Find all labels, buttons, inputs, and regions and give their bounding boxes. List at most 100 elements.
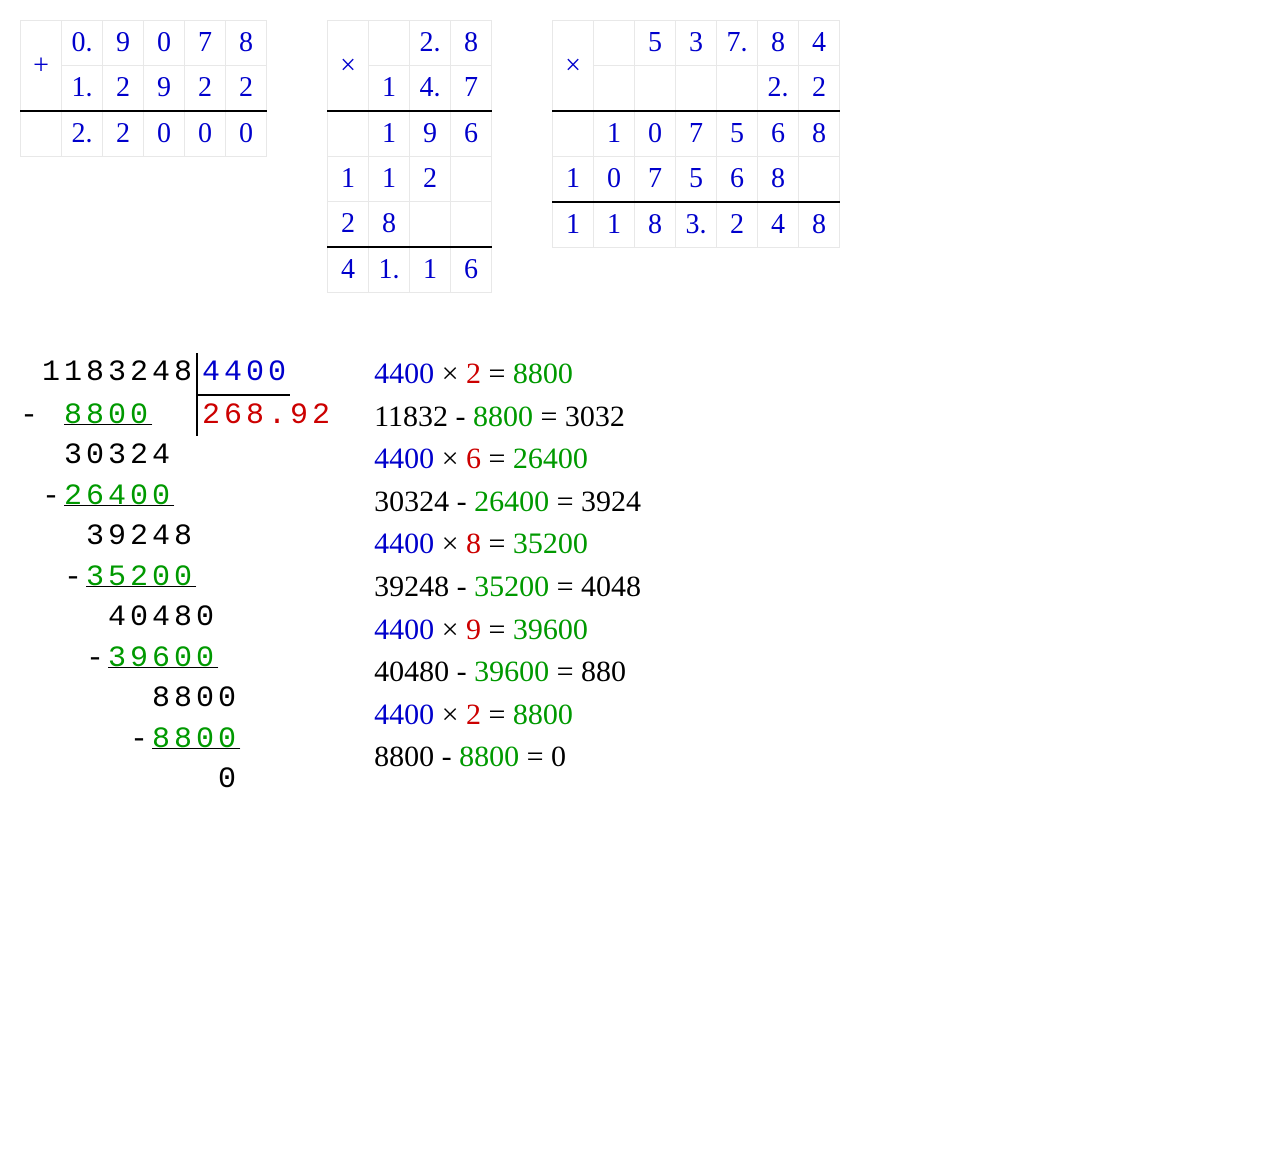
digit-cell: 5 bbox=[676, 157, 717, 203]
step-segment: 6 bbox=[466, 442, 481, 475]
digit-cell: 0 bbox=[144, 111, 185, 157]
longdiv-value: 0 bbox=[218, 763, 240, 797]
longdiv-line: 0 bbox=[20, 760, 334, 801]
step-segment: 39600 bbox=[513, 613, 588, 646]
step-segment: × bbox=[434, 698, 466, 731]
divisor: 4400 bbox=[196, 353, 290, 396]
longdiv-line: 8800 bbox=[20, 679, 334, 720]
longdiv-value: 26400 bbox=[64, 480, 174, 514]
digit-cell: 0 bbox=[226, 111, 267, 157]
digit-cell: 5 bbox=[635, 21, 676, 66]
step-segment: = 880 bbox=[549, 655, 626, 688]
digit-cell: 8 bbox=[799, 111, 840, 157]
step-segment: × bbox=[434, 613, 466, 646]
bottom-row: 11832484400- 8800 268.92 30324 -26400 39… bbox=[20, 353, 1248, 801]
longdiv-value: 39248 bbox=[86, 520, 196, 554]
step-segment: 4400 bbox=[374, 698, 434, 731]
step-segment: = bbox=[481, 527, 513, 560]
step-segment: 8800 bbox=[473, 400, 533, 433]
longdiv-line: 39248 bbox=[20, 517, 334, 558]
step-line: 11832 - 8800 = 3032 bbox=[374, 396, 641, 439]
digit-cell: 2. bbox=[410, 21, 451, 66]
step-line: 4400 × 2 = 8800 bbox=[374, 694, 641, 737]
digit-cell: 2 bbox=[226, 66, 267, 112]
digit-cell: 8 bbox=[369, 202, 410, 248]
digit-cell: 9 bbox=[144, 66, 185, 112]
step-segment: 39248 - bbox=[374, 570, 474, 603]
digit-cell bbox=[717, 66, 758, 112]
longdiv-line: -39600 bbox=[20, 639, 334, 680]
digit-cell: 4 bbox=[328, 247, 369, 293]
step-segment: = 3032 bbox=[533, 400, 625, 433]
digit-cell: 0. bbox=[62, 21, 103, 66]
longdiv-line: 40480 bbox=[20, 598, 334, 639]
digit-cell: 8 bbox=[635, 202, 676, 248]
step-line: 4400 × 2 = 8800 bbox=[374, 353, 641, 396]
digit-cell: 6 bbox=[758, 111, 799, 157]
digit-cell: 1. bbox=[62, 66, 103, 112]
longdiv-value: 8800 bbox=[152, 723, 240, 757]
digit-cell: 1 bbox=[410, 247, 451, 293]
step-line: 4400 × 6 = 26400 bbox=[374, 438, 641, 481]
multiplication-table-1: ×2.814.71961122841.16 bbox=[327, 20, 492, 293]
division-steps: 4400 × 2 = 880011832 - 8800 = 30324400 ×… bbox=[374, 353, 641, 801]
step-segment: × bbox=[434, 442, 466, 475]
digit-cell: 6 bbox=[451, 111, 492, 157]
digit-cell: 2 bbox=[717, 202, 758, 248]
step-line: 40480 - 39600 = 880 bbox=[374, 651, 641, 694]
step-line: 4400 × 9 = 39600 bbox=[374, 609, 641, 652]
step-segment: 26400 bbox=[513, 442, 588, 475]
step-segment: = bbox=[481, 698, 513, 731]
longdiv-value: 30324 bbox=[64, 439, 174, 473]
digit-cell: 8 bbox=[226, 21, 267, 66]
operator-cell: × bbox=[328, 21, 369, 112]
digit-cell: 1 bbox=[369, 111, 410, 157]
step-line: 4400 × 8 = 35200 bbox=[374, 523, 641, 566]
step-segment: 4400 bbox=[374, 527, 434, 560]
digit-cell: 0 bbox=[185, 111, 226, 157]
digit-cell bbox=[635, 66, 676, 112]
step-line: 8800 - 8800 = 0 bbox=[374, 736, 641, 779]
digit-cell: 0 bbox=[594, 157, 635, 203]
digit-cell: 4. bbox=[410, 66, 451, 112]
digit-cell bbox=[451, 157, 492, 202]
step-segment: 8800 bbox=[513, 698, 573, 731]
digit-cell: 2 bbox=[410, 157, 451, 202]
step-segment: 4400 bbox=[374, 357, 434, 390]
longdiv-value: 40480 bbox=[108, 601, 218, 635]
step-segment: 9 bbox=[466, 613, 481, 646]
digit-cell: 0 bbox=[635, 111, 676, 157]
step-segment: 8800 bbox=[459, 740, 519, 773]
digit-cell: 1 bbox=[594, 202, 635, 248]
digit-cell: 8 bbox=[799, 202, 840, 248]
longdiv-line: -26400 bbox=[20, 477, 334, 518]
digit-cell: 1 bbox=[369, 157, 410, 202]
step-segment: 26400 bbox=[474, 485, 549, 518]
digit-cell: 2. bbox=[62, 111, 103, 157]
step-segment: = 4048 bbox=[549, 570, 641, 603]
step-segment: 8800 - bbox=[374, 740, 459, 773]
digit-cell bbox=[799, 157, 840, 203]
digit-cell: 8 bbox=[758, 157, 799, 203]
step-segment: 8800 bbox=[513, 357, 573, 390]
step-segment: 2 bbox=[466, 698, 481, 731]
step-segment: 39600 bbox=[474, 655, 549, 688]
digit-cell: 1. bbox=[369, 247, 410, 293]
step-segment: = bbox=[481, 357, 513, 390]
digit-cell: 7 bbox=[635, 157, 676, 203]
longdiv-value: 35200 bbox=[86, 561, 196, 595]
digit-cell bbox=[594, 21, 635, 66]
digit-cell: 7. bbox=[717, 21, 758, 66]
quotient: 268.92 bbox=[196, 396, 334, 437]
step-segment: 35200 bbox=[474, 570, 549, 603]
digit-cell: 6 bbox=[717, 157, 758, 203]
step-segment: = 0 bbox=[519, 740, 566, 773]
step-segment: 4400 bbox=[374, 613, 434, 646]
digit-cell: 9 bbox=[103, 21, 144, 66]
digit-cell bbox=[451, 202, 492, 248]
longdiv-value: 39600 bbox=[108, 642, 218, 676]
digit-cell bbox=[676, 66, 717, 112]
step-segment: 11832 - bbox=[374, 400, 473, 433]
digit-cell bbox=[410, 202, 451, 248]
digit-cell: 2. bbox=[758, 66, 799, 112]
